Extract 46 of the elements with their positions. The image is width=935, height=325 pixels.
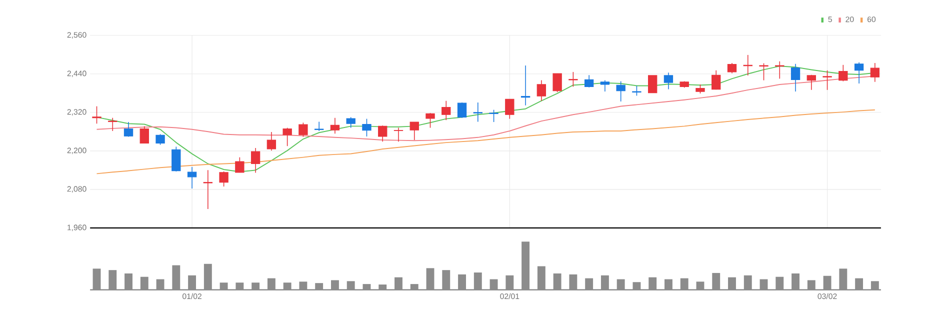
candlestick [759, 62, 768, 81]
candlestick [330, 117, 340, 134]
candlestick [584, 74, 594, 88]
candlestick [187, 166, 197, 189]
candlestick [822, 70, 832, 90]
candlestick [108, 117, 118, 132]
candlestick [775, 60, 784, 79]
candlestick [632, 85, 642, 96]
candlestick [346, 116, 356, 128]
candlestick [219, 170, 228, 187]
candlestick [473, 102, 482, 122]
candlestick [426, 112, 435, 128]
candlestick [156, 134, 165, 146]
candlestick [600, 80, 610, 92]
candlestick [266, 131, 276, 151]
candlestick [854, 62, 864, 84]
candlestick [648, 75, 658, 94]
candlestick [92, 106, 102, 124]
candlestick [394, 127, 404, 142]
candlestick [838, 64, 848, 82]
candlestick [378, 125, 388, 142]
candlestick [282, 127, 292, 146]
candlestick [172, 146, 181, 172]
candlestick [442, 100, 451, 120]
candlestick [552, 73, 562, 92]
candlestick [712, 70, 721, 90]
candlestick [505, 98, 514, 120]
candlestick [410, 122, 419, 140]
candlestick [616, 80, 626, 102]
candlestick [870, 62, 880, 82]
candlestick [235, 156, 244, 173]
candlestick [457, 102, 467, 118]
candlestick [362, 118, 372, 137]
candlestick [806, 74, 816, 90]
candlestick [250, 148, 260, 174]
candlestick [124, 122, 134, 138]
candlestick [298, 122, 308, 138]
candlestick [203, 170, 212, 210]
candlestick [520, 65, 530, 106]
candlestick [140, 126, 149, 144]
candlestick [489, 109, 498, 122]
candlestick [727, 62, 737, 74]
candlestick [790, 63, 800, 92]
candlestick [664, 72, 674, 90]
candlestick [568, 71, 578, 88]
candlestick [536, 80, 546, 102]
